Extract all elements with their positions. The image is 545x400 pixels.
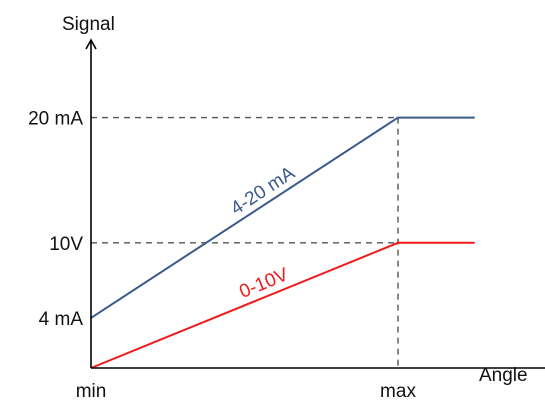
x-tick-label-0: min (76, 381, 107, 400)
axes (85, 38, 545, 369)
y-tick-label-1: 10V (49, 234, 83, 255)
x-tick-label-1: max (380, 381, 416, 400)
reference-lines (91, 116, 399, 368)
series-lines (90, 116, 475, 369)
series-line-0 (90, 116, 475, 319)
y-axis-title: Signal (62, 14, 115, 35)
y-tick-label-0: 4 mA (39, 309, 84, 330)
x-axis-title: Angle (479, 365, 528, 386)
series-label-0: 4-20 mA (227, 163, 299, 220)
series-line-1 (90, 241, 475, 369)
y-tick-label-2: 20 mA (28, 109, 83, 130)
